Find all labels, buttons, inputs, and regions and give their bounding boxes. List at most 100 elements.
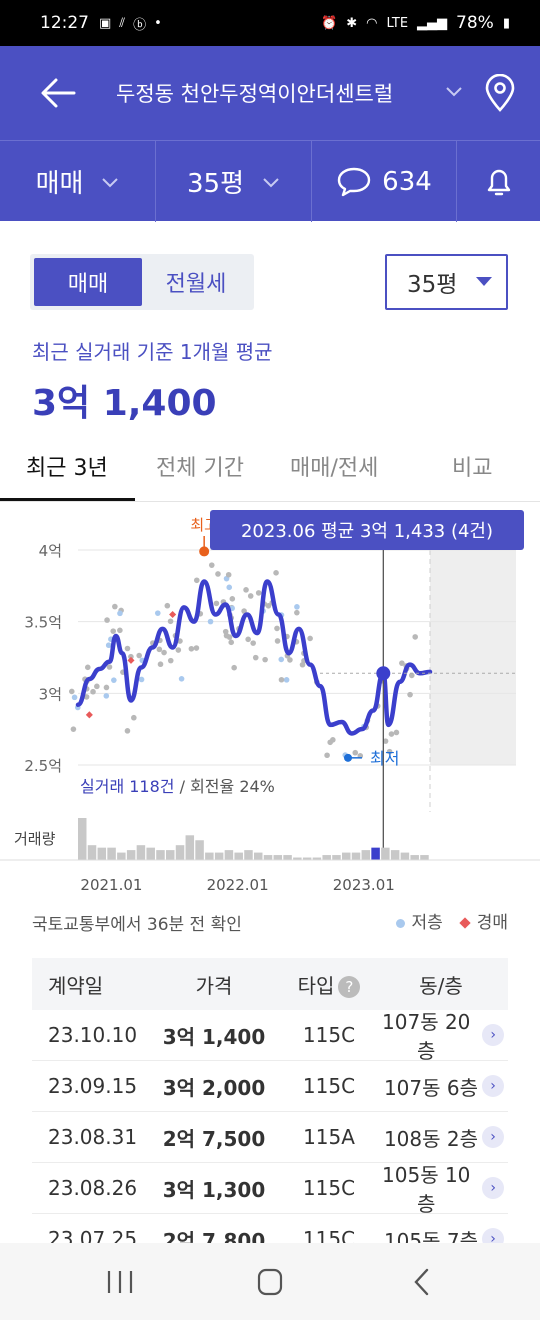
- volume-bar: [195, 840, 204, 860]
- row-type: 115C: [302, 1074, 356, 1098]
- volume-bar: [78, 818, 87, 860]
- row-type: 115C: [302, 1176, 356, 1200]
- transaction-point: [307, 635, 313, 642]
- app-b-icon: ⓑ: [133, 17, 147, 33]
- transaction-point: [154, 610, 161, 616]
- transaction-point: [136, 652, 142, 659]
- volume-bar: [205, 852, 214, 860]
- transaction-point: [274, 638, 281, 644]
- transaction-point: [255, 590, 262, 596]
- transaction-point: [388, 731, 395, 737]
- volume-bar: [273, 855, 283, 860]
- legend-low-floor-label: 저층: [411, 913, 443, 933]
- deal-type-dropdown[interactable]: 매매: [0, 141, 156, 222]
- chevron-down-icon[interactable]: [444, 84, 464, 98]
- table-row[interactable]: 23.08.26 3억 1,300 115C 105동 10층 ›: [32, 1163, 508, 1216]
- row-unit-label: 107동 20층: [382, 1010, 471, 1063]
- transaction-point: [252, 654, 259, 661]
- transaction-point: [287, 657, 293, 663]
- back-arrow-icon[interactable]: [38, 76, 78, 110]
- tab-all-period[interactable]: 전체 기간: [156, 456, 244, 481]
- transaction-table: 계약일 가격 타입? 동/층 23.10.10 3억 1,400 115C 107동 …: [32, 958, 508, 1265]
- transaction-point: [229, 596, 236, 602]
- transaction-point: [407, 691, 413, 698]
- transaction-point: [294, 604, 300, 610]
- complex-title[interactable]: 두정동 천안두정역이안더센트럴: [116, 82, 394, 106]
- row-type: 115C: [302, 1023, 356, 1047]
- chevron-right-icon[interactable]: ›: [482, 1177, 504, 1199]
- volume-bar: [302, 857, 312, 860]
- transaction-point: [103, 693, 110, 699]
- segment-rent[interactable]: 전월세: [165, 272, 227, 297]
- transaction-point: [124, 645, 131, 652]
- volume-bar: [332, 855, 341, 860]
- transaction-point: [294, 609, 300, 616]
- transaction-point: [117, 610, 123, 617]
- average-caption: 최근 실거래 기준 1개월 평균: [32, 340, 273, 364]
- volume-bar: [400, 852, 410, 860]
- transaction-point: [164, 602, 171, 609]
- volume-bar: [126, 850, 136, 860]
- home-icon[interactable]: [250, 1267, 290, 1297]
- transaction-point: [94, 683, 100, 690]
- transaction-point: [324, 752, 330, 759]
- tab-recent-3y[interactable]: 최근 3년: [26, 456, 108, 481]
- min-label: 최저: [370, 749, 399, 768]
- deal-type-label: 매매: [35, 169, 84, 199]
- transaction-point: [231, 664, 237, 671]
- summary-count: 실거래 118건: [80, 777, 175, 796]
- recent-apps-icon[interactable]: [100, 1267, 140, 1297]
- signal-icon: ▂▄▆: [417, 15, 448, 31]
- y-tick-label: 3억: [39, 685, 62, 703]
- legend-low-floor: 저층: [396, 908, 443, 933]
- transaction-point: [104, 617, 110, 623]
- chart-summary: 실거래 118건 / 회전율 24%: [80, 777, 275, 796]
- table-row[interactable]: 23.08.31 2억 7,500 115A 108동 2층 ›: [32, 1112, 508, 1163]
- help-icon[interactable]: ?: [338, 976, 361, 998]
- row-unit: 107동 6층 ›: [374, 1072, 508, 1101]
- map-pin-icon[interactable]: [484, 74, 516, 112]
- transaction-point: [412, 634, 418, 640]
- size-dropdown[interactable]: 35평: [156, 141, 312, 222]
- volume-bar: [420, 855, 429, 860]
- back-icon[interactable]: [402, 1267, 442, 1297]
- transaction-point: [105, 642, 112, 649]
- tab-sale-lease[interactable]: 매매/전세: [290, 456, 379, 481]
- transaction-point: [111, 677, 117, 683]
- transaction-point: [161, 649, 167, 656]
- transaction-point: [274, 625, 280, 632]
- volume-bar: [107, 847, 116, 860]
- transaction-point: [225, 571, 232, 578]
- segment-sale[interactable]: 매매: [34, 258, 142, 306]
- table-row[interactable]: 23.09.15 3억 2,000 115C 107동 6층 ›: [32, 1061, 508, 1112]
- table-row[interactable]: 23.10.10 3억 1,400 115C 107동 20층 ›: [32, 1010, 508, 1063]
- volume-bar: [234, 852, 243, 860]
- transaction-point: [250, 640, 256, 646]
- x-tick-label: 2022.01: [207, 876, 269, 894]
- chevron-right-icon[interactable]: ›: [482, 1126, 504, 1148]
- volume-bar: [214, 852, 224, 860]
- transaction-point: [386, 748, 393, 755]
- signal-app-icon: ⫽: [119, 15, 126, 31]
- volume-bar: [312, 857, 322, 860]
- col-type: 타입?: [284, 970, 374, 999]
- transaction-point: [245, 636, 251, 643]
- selected-point: [376, 666, 391, 681]
- tab-compare[interactable]: 비교: [452, 456, 493, 481]
- row-price: 3억 2,000: [162, 1075, 266, 1100]
- volume-bar: [351, 852, 361, 860]
- volume-bar: [254, 852, 263, 860]
- size-select[interactable]: 35평: [385, 254, 508, 310]
- price-chart[interactable]: 4억 3.5억 3억 2.5억 최고 최저 2023.06 평균 3억 1,433 (4건)…: [0, 500, 540, 900]
- chevron-down-icon: [102, 177, 119, 187]
- transaction-point: [382, 738, 389, 744]
- y-tick-label: 3.5억: [24, 614, 62, 632]
- notification-button[interactable]: [457, 141, 540, 222]
- comments-button[interactable]: 634: [312, 141, 457, 222]
- chevron-right-icon[interactable]: ›: [482, 1075, 504, 1097]
- volume-bar: [136, 845, 146, 860]
- row-unit-label: 105동 10층: [382, 1163, 471, 1216]
- app-header: 두정동 천안두정역이안더센트럴: [0, 46, 540, 140]
- chevron-right-icon[interactable]: ›: [482, 1024, 504, 1046]
